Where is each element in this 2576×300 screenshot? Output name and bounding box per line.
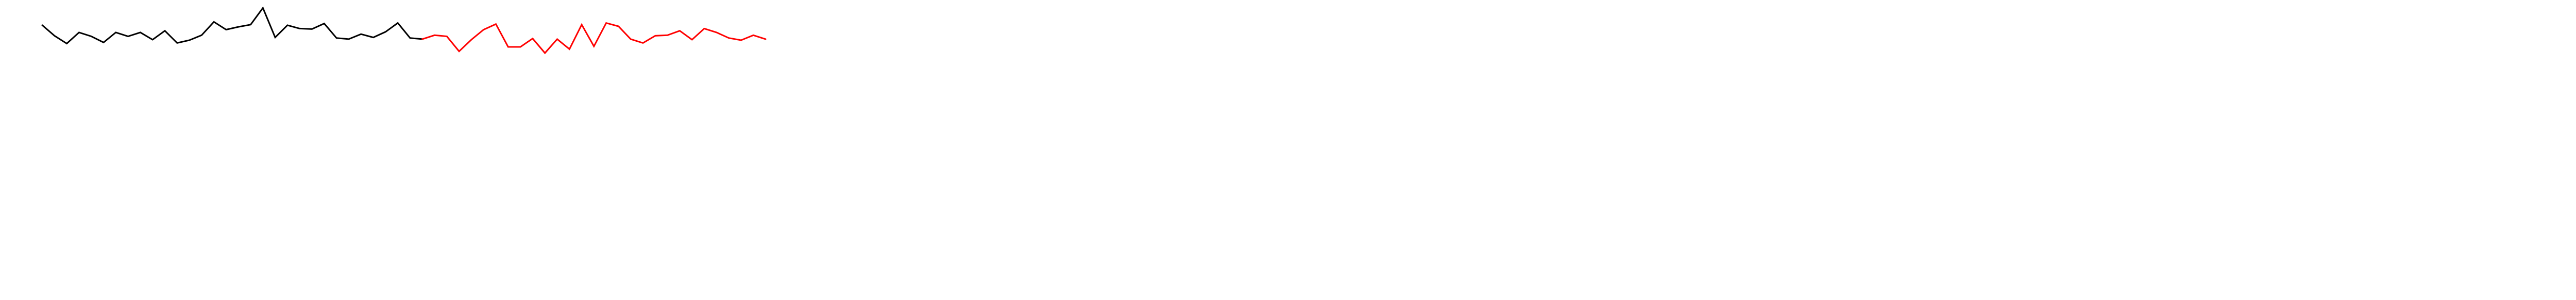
series-line-1 [41, 6, 423, 45]
series-line-2 [421, 22, 767, 55]
plot-area [41, 6, 767, 55]
line-chart [41, 6, 767, 55]
